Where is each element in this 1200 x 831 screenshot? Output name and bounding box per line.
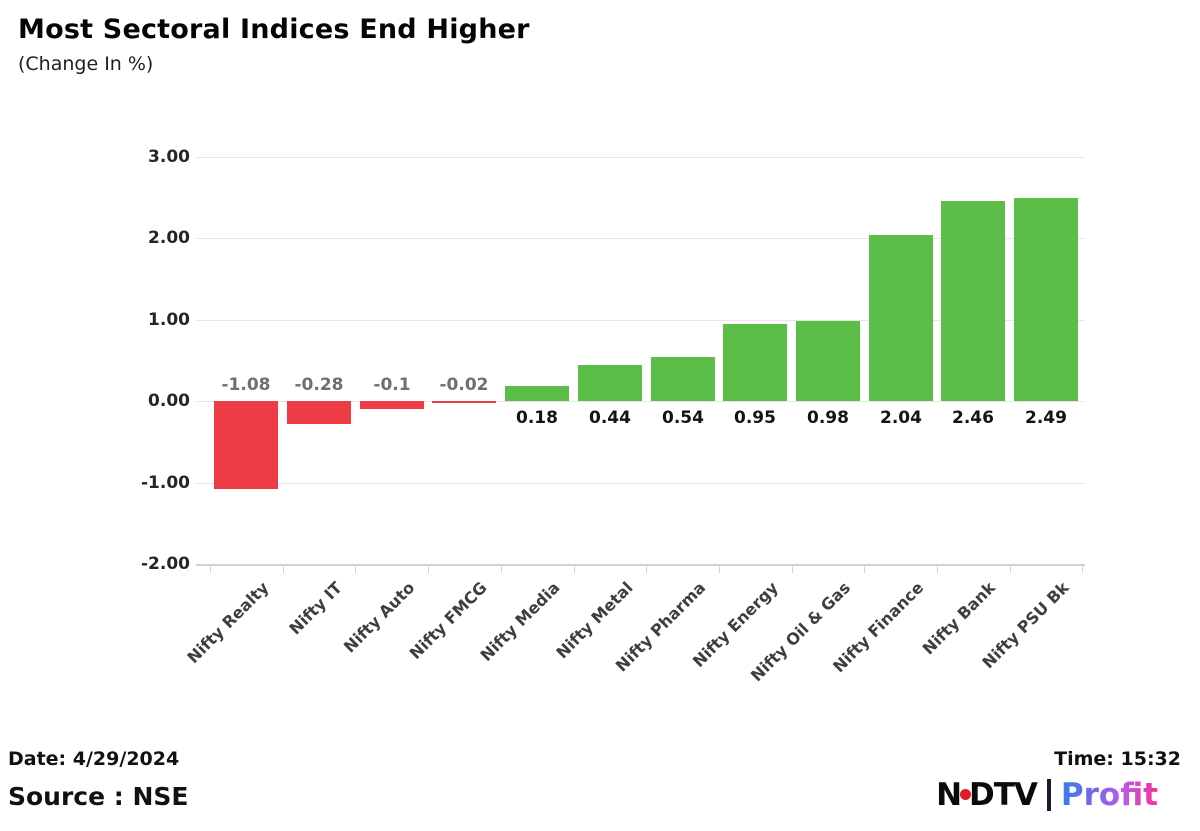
bar-value-label: -0.28	[294, 375, 344, 395]
y-axis-tick-label: 3.00	[148, 147, 190, 167]
logo-separator-bar	[1046, 779, 1051, 811]
bar	[869, 235, 933, 401]
bar	[941, 201, 1005, 401]
bar	[723, 324, 787, 401]
profit-wordmark: Profit	[1060, 777, 1158, 813]
x-axis-tick	[428, 565, 429, 573]
x-axis-tick	[864, 565, 865, 573]
y-axis-tick-label: -2.00	[141, 554, 190, 574]
bar-value-label: 0.18	[516, 408, 558, 428]
chart-subtitle: (Change In %)	[18, 53, 154, 75]
bar	[651, 357, 715, 401]
x-axis-category-label: Nifty Auto	[340, 578, 419, 657]
bar-value-label: 2.04	[880, 408, 922, 428]
bar	[360, 401, 424, 409]
x-axis-category-label: Nifty Realty	[183, 578, 273, 668]
ndtv-red-dot-icon	[960, 788, 972, 800]
bar	[796, 321, 860, 401]
bar-value-label: 0.98	[807, 408, 849, 428]
x-axis-tick	[719, 565, 720, 573]
bar-value-label: -1.08	[221, 375, 271, 395]
bar	[578, 365, 642, 401]
bar-value-label: 0.44	[589, 408, 631, 428]
y-axis-tick-label: 1.00	[148, 310, 190, 330]
x-axis-tick	[1010, 565, 1011, 573]
bar-value-label: 2.49	[1025, 408, 1067, 428]
x-axis-category-label: Nifty Bank	[919, 578, 1000, 659]
ndtv-profit-logo: N DTV Profit	[936, 774, 1158, 816]
y-axis-tick-label: 2.00	[148, 228, 190, 248]
x-axis-line	[196, 564, 1085, 566]
bar-value-label: 0.54	[662, 408, 704, 428]
x-axis-tick	[937, 565, 938, 573]
gridline	[196, 401, 1085, 402]
gridline	[196, 238, 1085, 239]
bar	[505, 386, 569, 401]
bar	[1014, 198, 1078, 401]
x-axis-tick	[574, 565, 575, 573]
y-axis-tick-label: -1.00	[141, 473, 190, 493]
x-axis-category-label: Nifty IT	[285, 578, 346, 639]
source-label: Source : NSE	[8, 782, 189, 811]
bar-value-label: 2.46	[952, 408, 994, 428]
gridline	[196, 157, 1085, 158]
x-axis-tick	[210, 565, 211, 573]
x-axis-tick	[355, 565, 356, 573]
bar	[214, 401, 278, 489]
bar-value-label: -0.1	[373, 375, 411, 395]
chart-title: Most Sectoral Indices End Higher	[18, 14, 530, 45]
gridline	[196, 483, 1085, 484]
bar-value-label: 0.95	[734, 408, 776, 428]
date-label: Date: 4/29/2024	[8, 748, 180, 770]
x-axis-tick	[1082, 565, 1083, 573]
x-axis-tick	[792, 565, 793, 573]
y-axis-tick-label: 0.00	[148, 391, 190, 411]
ndtv-wordmark: N DTV	[936, 777, 1038, 813]
gridline	[196, 320, 1085, 321]
time-label: Time: 15:32	[1054, 748, 1181, 770]
x-axis-tick	[646, 565, 647, 573]
bar-value-label: -0.02	[439, 375, 489, 395]
bar	[432, 401, 496, 403]
chart-header: Most Sectoral Indices End Higher (Change…	[18, 14, 530, 75]
x-axis-tick	[501, 565, 502, 573]
ndtv-letters-dtv: DTV	[969, 777, 1038, 813]
x-axis-tick	[283, 565, 284, 573]
ndtv-letter-n: N	[936, 777, 962, 813]
bar	[287, 401, 351, 424]
